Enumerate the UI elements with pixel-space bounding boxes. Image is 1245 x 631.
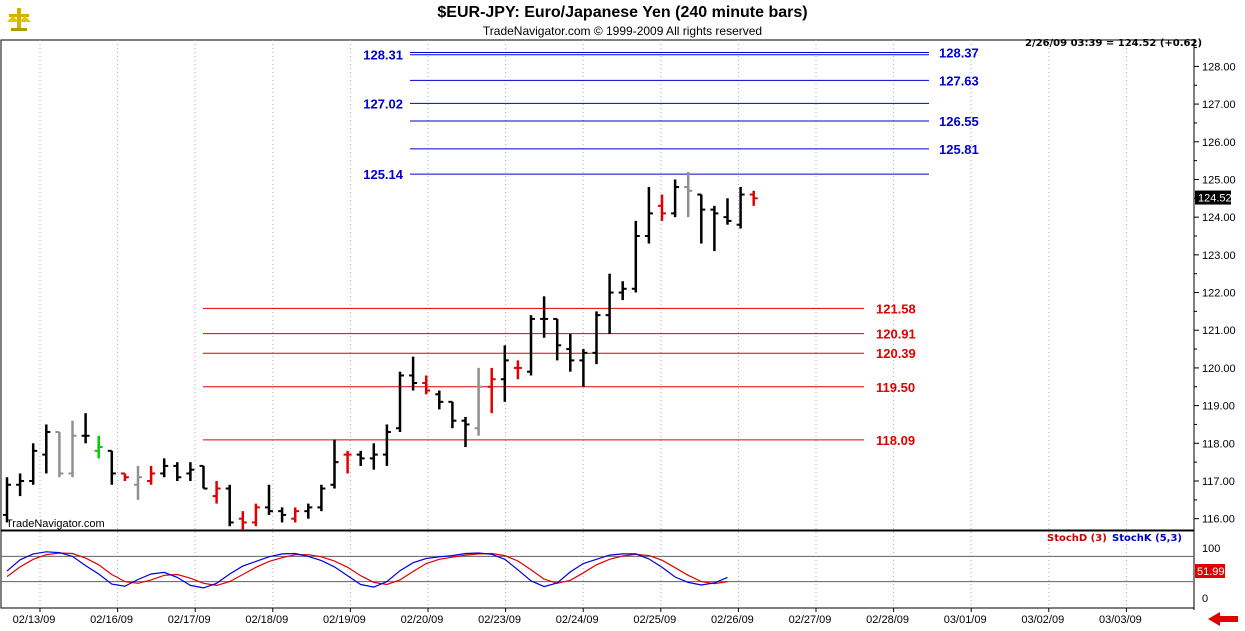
y-tick-label: 116.00 [1202,514,1235,526]
blue-level-label: 125.81 [939,142,979,157]
x-tick-label: 02/16/09 [90,614,133,626]
y-tick-label: 120.00 [1202,363,1236,375]
x-tick-label: 03/03/09 [1099,614,1142,626]
y-tick-label: 127.00 [1202,99,1236,111]
y-tick-label: 124.00 [1202,212,1236,224]
x-tick-label: 02/23/09 [478,614,521,626]
x-tick-label: 03/02/09 [1021,614,1064,626]
y-tick-label: 121.00 [1202,325,1236,337]
stoch-tick-label: 0 [1202,593,1208,605]
y-tick-label: 126.00 [1202,137,1236,149]
chart-subtitle: TradeNavigator.com © 1999-2009 All right… [482,24,763,38]
stoch-k-line [6,551,728,589]
indicator-panel-frame [0,530,1195,609]
y-tick-label: 128.00 [1202,61,1236,73]
stoch-d-legend: StochD (3) [1047,533,1107,544]
red-level-label: 120.39 [876,346,916,361]
chart-title: $EUR-JPY: Euro/Japanese Yen (240 minute … [437,4,808,21]
blue-level-label: 128.37 [939,45,979,60]
price-status: 2/26/09 03:39 = 124.52 (+0.62) [1025,38,1203,49]
y-tick-label: 118.00 [1202,438,1235,450]
y-tick-label: 123.00 [1202,250,1236,262]
x-tick-label: 02/26/09 [711,614,754,626]
blue-level-label: 127.63 [939,73,979,88]
y-tick-label: 125.00 [1202,174,1236,186]
price-panel-frame [0,39,1195,531]
x-tick-label: 02/28/09 [866,614,909,626]
stoch-d-line [6,552,728,587]
blue-level-label: 128.31 [363,48,403,63]
stoch-tick-label: 100 [1202,543,1220,555]
watermark: TradeNavigator.com [6,518,105,530]
x-tick-label: 02/27/09 [789,614,832,626]
last-price-label: 124.52 [1198,193,1232,205]
x-tick-label: 02/25/09 [633,614,676,626]
blue-level-label: 126.55 [939,114,979,129]
red-level-label: 119.50 [876,380,915,395]
x-tick-label: 02/17/09 [168,614,211,626]
red-level-label: 120.91 [876,327,916,342]
stoch-k-legend: StochK (5,3) [1112,533,1182,544]
y-tick-label: 117.00 [1202,476,1235,488]
x-tick-label: 02/19/09 [323,614,366,626]
y-tick-label: 122.00 [1202,288,1236,300]
logo [7,8,31,31]
blue-level-label: 125.14 [363,167,404,182]
blue-level-label: 127.02 [363,96,403,111]
x-tick-label: 02/20/09 [401,614,444,626]
last-price-box [1195,190,1231,205]
x-tick-label: 02/13/09 [13,614,56,626]
x-tick-label: 02/18/09 [245,614,288,626]
x-tick-label: 03/01/09 [944,614,987,626]
y-tick-label: 119.00 [1202,401,1235,413]
stoch-value-label: 51.99 [1197,566,1225,578]
stoch-value-box [1195,564,1225,578]
scroll-left-arrow-icon[interactable] [1206,611,1240,627]
red-level-label: 121.58 [876,301,916,316]
x-tick-label: 02/24/09 [556,614,599,626]
red-level-label: 118.09 [876,433,915,448]
